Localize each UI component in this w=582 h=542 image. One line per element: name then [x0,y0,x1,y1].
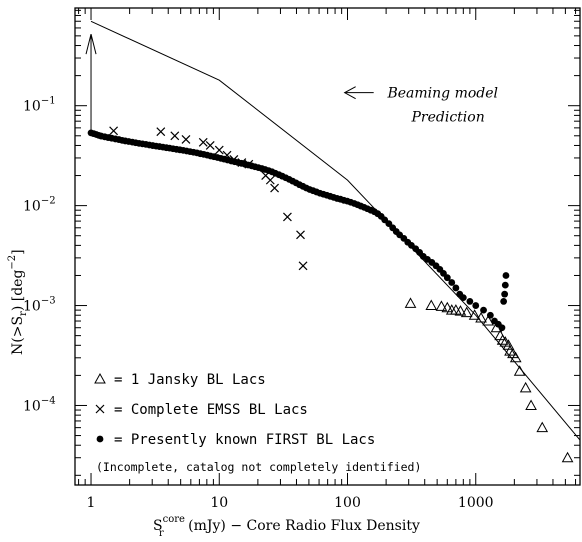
first-point [500,298,508,305]
legend-marker-triangle [94,372,106,384]
jansky-point [536,421,549,433]
jansky-point [525,399,537,410]
emss-point [181,134,191,144]
legend-marker-filled-circle [96,435,104,443]
first-point [498,324,506,332]
x-tick-label: 1000 [458,495,494,511]
jansky-point [404,297,417,308]
jansky-point [504,345,516,356]
y-axis-label: N(>Sr) [deg−2] [7,249,29,355]
jansky-point [561,451,574,463]
first-point [443,274,451,282]
x-axis-label: Score r (mJy) − Core Radio Flux Density [153,514,420,539]
jansky-point [454,305,467,316]
first-point [466,298,474,305]
jansky-point [475,312,487,323]
jansky-point [425,299,438,311]
emss-point [198,137,208,147]
jansky-point [509,351,522,363]
upper-limit-arrowhead [85,34,97,55]
first-point [440,269,447,277]
annotation-arrowhead [343,86,356,100]
x-tick-label: 1 [87,495,96,511]
first-point [501,281,509,289]
jansky-point [513,365,526,376]
first-point [501,290,509,298]
legend-label: = 1 Jansky BL Lacs [114,372,266,388]
jansky-point [482,314,495,326]
emss-point [298,261,308,271]
emss-point [282,212,292,222]
legend-label: = Presently known FIRST BL Lacs [114,432,375,448]
jansky-point [441,301,454,313]
first-point [452,284,460,292]
x-tick-label: 100 [334,495,361,511]
emss-point [265,175,275,185]
first-point [486,311,494,319]
jansky-point [468,309,481,320]
x-tick-label: 10 [210,495,228,511]
annotation-line-2: Prediction [410,110,484,126]
first-point [448,279,456,286]
beaming-model-line [90,20,581,441]
first-point [502,272,510,279]
legend-label: = Complete EMSS BL Lacs [114,402,308,418]
jansky-point [435,300,448,311]
jansky-point [460,306,473,318]
first-point [472,302,480,309]
emss-point [109,126,119,136]
emss-point [205,141,215,150]
y-tick-label: 10−3 [23,296,56,315]
y-tick-label: 10−1 [23,96,56,115]
emss-point [156,127,166,137]
annotation-line-1: Beaming model [386,86,498,102]
jansky-point [496,334,509,345]
emss-point [296,230,305,240]
first-point [480,306,487,314]
jansky-point [519,381,532,393]
emss-point [170,131,180,141]
emss-point [270,183,280,193]
y-tick-label: 10−4 [23,395,56,414]
y-tick-label: 10−2 [23,196,56,215]
legend-marker-cross [95,404,105,414]
legend-note: (Incomplete, catalog not completely iden… [96,460,421,474]
first-point [459,294,467,302]
emss-point [214,145,224,155]
